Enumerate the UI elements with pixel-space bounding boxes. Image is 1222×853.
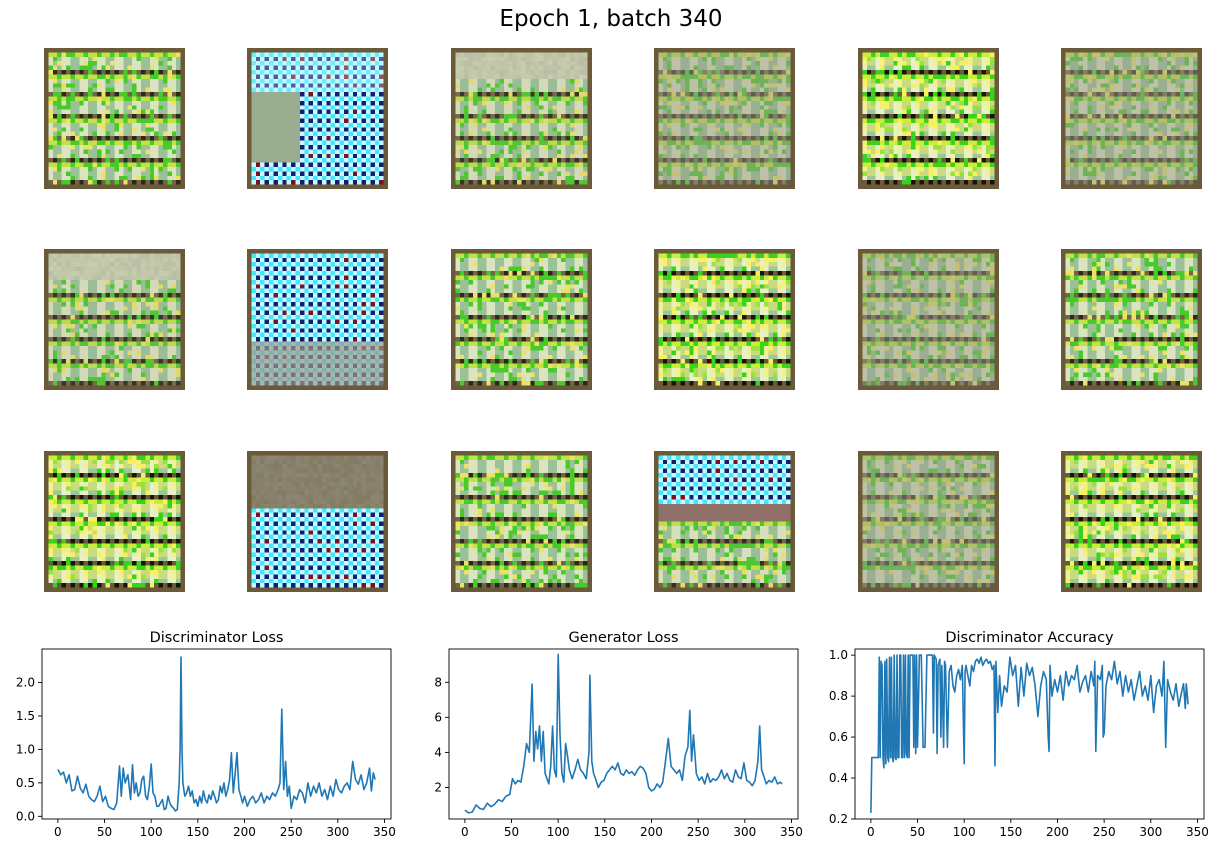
discriminator-accuracy-ytick-label: 1.0 — [829, 648, 848, 662]
discriminator-accuracy-xtick-label: 350 — [1186, 825, 1209, 839]
discriminator-accuracy-ytick-label: 0.2 — [829, 812, 848, 826]
generator-loss-series-line — [464, 653, 783, 814]
sample-image-r1-c5 — [858, 48, 999, 189]
discriminator-loss-ytick-label: 1.0 — [16, 742, 35, 756]
sample-image-canvas — [1061, 249, 1202, 390]
generator-loss-ytick-label: 6 — [434, 710, 442, 724]
sample-image-canvas — [654, 48, 795, 189]
sample-image-r1-c1 — [44, 48, 185, 189]
sample-image-r2-c6 — [1061, 249, 1202, 390]
generator-loss-xtick-label: 50 — [504, 825, 519, 839]
sample-image-canvas — [1061, 48, 1202, 189]
sample-image-r2-c2 — [247, 249, 388, 390]
generator-loss-xtick-label: 350 — [780, 825, 803, 839]
discriminator-loss-xtick-label: 100 — [140, 825, 163, 839]
discriminator-loss-chart: Discriminator Loss 0 50 100 150 200 250 300 350 0… — [16, 630, 396, 839]
sample-image-canvas — [247, 48, 388, 189]
sample-image-r2-c3 — [451, 249, 592, 390]
sample-image-r3-c2 — [247, 451, 388, 592]
sample-image-r2-c4 — [654, 249, 795, 390]
discriminator-accuracy-xtick-label: 300 — [1139, 825, 1162, 839]
sample-image-canvas — [247, 249, 388, 390]
sample-image-canvas — [654, 249, 795, 390]
sample-image-canvas — [858, 48, 999, 189]
sample-image-canvas — [858, 249, 999, 390]
sample-image-r2-c5 — [858, 249, 999, 390]
generator-loss-xtick-label: 200 — [640, 825, 663, 839]
discriminator-loss-xtick-label: 350 — [373, 825, 396, 839]
discriminator-loss-xtick-label: 150 — [186, 825, 209, 839]
generator-loss-ytick-label: 4 — [434, 745, 442, 759]
generator-loss-xtick-label: 300 — [733, 825, 756, 839]
generator-loss-xtick-label: 250 — [687, 825, 710, 839]
discriminator-accuracy-xtick-label: 100 — [953, 825, 976, 839]
generator-loss-ytick-label: 8 — [434, 675, 442, 689]
discriminator-accuracy-chart: Discriminator Accuracy 0 50 100 150 200 250 300… — [829, 630, 1209, 839]
sample-image-canvas — [44, 451, 185, 592]
discriminator-loss-xtick-label: 250 — [280, 825, 303, 839]
sample-image-r3-c6 — [1061, 451, 1202, 592]
generator-loss-xtick-label: 100 — [547, 825, 570, 839]
discriminator-loss-xtick-label: 300 — [326, 825, 349, 839]
sample-image-canvas — [451, 48, 592, 189]
sample-image-canvas — [858, 451, 999, 592]
discriminator-accuracy-xtick-label: 50 — [910, 825, 925, 839]
discriminator-accuracy-xtick-label: 0 — [867, 825, 875, 839]
sample-image-canvas — [44, 48, 185, 189]
discriminator-accuracy-series-line — [870, 654, 1189, 813]
sample-image-r3-c1 — [44, 451, 185, 592]
discriminator-accuracy-xtick-label: 250 — [1093, 825, 1116, 839]
sample-image-r3-c3 — [451, 451, 592, 592]
discriminator-loss-xtick-label: 200 — [233, 825, 256, 839]
discriminator-accuracy-xtick-label: 150 — [999, 825, 1022, 839]
sample-image-r2-c1 — [44, 249, 185, 390]
sample-image-r1-c3 — [451, 48, 592, 189]
generator-loss-xtick-label: 0 — [461, 825, 469, 839]
generator-loss-chart: Generator Loss 0 50 100 150 200 250 300 350 2 4 6 8 — [434, 630, 803, 839]
discriminator-loss-ytick-label: 2.0 — [16, 675, 35, 689]
discriminator-accuracy-title: Discriminator Accuracy — [945, 630, 1114, 646]
sample-image-canvas — [1061, 451, 1202, 592]
discriminator-loss-series-line — [57, 656, 376, 812]
sample-image-r3-c5 — [858, 451, 999, 592]
discriminator-loss-xtick-label: 0 — [54, 825, 62, 839]
figure-suptitle: Epoch 1, batch 340 — [499, 6, 723, 32]
discriminator-loss-xtick-label: 50 — [97, 825, 112, 839]
discriminator-accuracy-ytick-label: 0.6 — [829, 730, 848, 744]
sample-image-canvas — [451, 249, 592, 390]
discriminator-loss-ytick-label: 0.0 — [16, 809, 35, 823]
sample-image-canvas — [654, 451, 795, 592]
discriminator-loss-title: Discriminator Loss — [150, 630, 284, 646]
sample-image-r1-c6 — [1061, 48, 1202, 189]
sample-image-r3-c4 — [654, 451, 795, 592]
discriminator-accuracy-xtick-label: 200 — [1046, 825, 1069, 839]
sample-image-r1-c2 — [247, 48, 388, 189]
discriminator-accuracy-ytick-label: 0.8 — [829, 689, 848, 703]
generator-loss-title: Generator Loss — [568, 630, 678, 646]
sample-image-canvas — [44, 249, 185, 390]
generator-loss-axes-frame — [448, 648, 799, 820]
generator-loss-xtick-label: 150 — [593, 825, 616, 839]
discriminator-accuracy-axes-frame — [854, 648, 1205, 820]
sample-image-canvas — [451, 451, 592, 592]
discriminator-loss-ytick-label: 1.5 — [16, 709, 35, 723]
discriminator-loss-ytick-label: 0.5 — [16, 776, 35, 790]
generator-loss-ytick-label: 2 — [434, 780, 442, 794]
sample-image-canvas — [247, 451, 388, 592]
sample-image-r1-c4 — [654, 48, 795, 189]
discriminator-accuracy-ytick-label: 0.4 — [829, 771, 848, 785]
discriminator-loss-axes-frame — [41, 648, 392, 820]
